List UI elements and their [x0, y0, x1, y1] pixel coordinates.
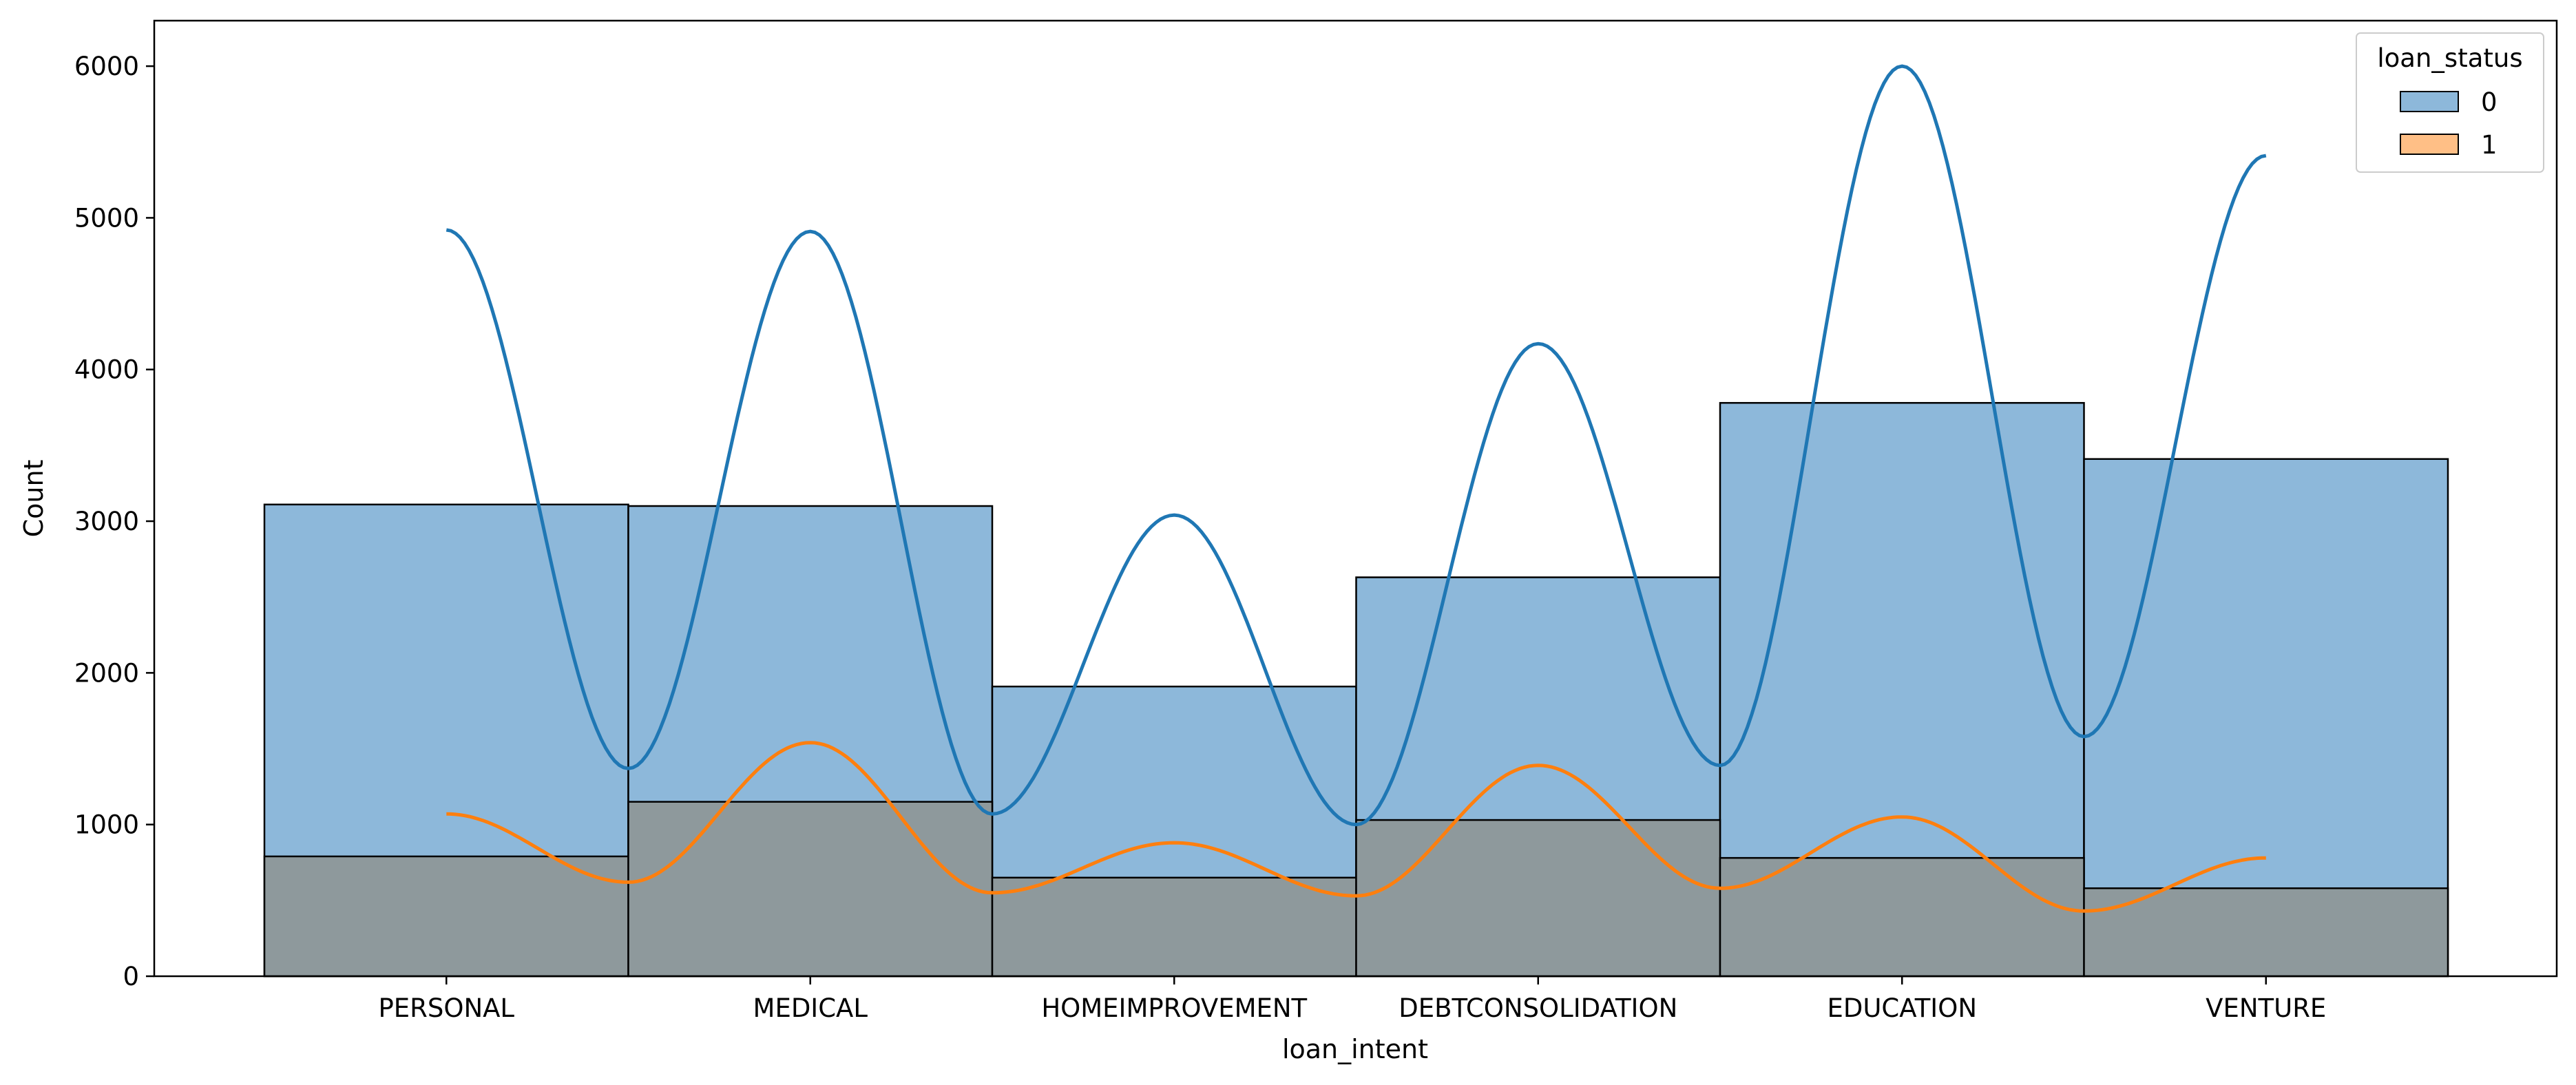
bar-1-education	[1719, 856, 2085, 978]
legend: loan_status 0 1	[2356, 32, 2544, 173]
legend-label-1: 1	[2481, 130, 2498, 160]
legend-label-0: 0	[2481, 87, 2498, 117]
y-tick-label-6000: 6000	[74, 52, 139, 81]
x-axis-label: loan_intent	[1282, 1034, 1428, 1064]
y-axis: 0 1000 2000 3000 4000 5000 6000	[74, 52, 154, 991]
y-tick-label-5000: 5000	[74, 203, 139, 233]
x-axis: PERSONAL MEDICAL HOMEIMPROVEMENT DEBTCONSOL…	[378, 976, 2326, 1023]
x-tick-label-debtconsolidation: DEBTCONSOLIDATION	[1399, 993, 1677, 1023]
plot-frame	[153, 19, 2558, 978]
y-axis-label: Count	[19, 460, 49, 538]
bar-1-homeimprovement	[991, 876, 1357, 978]
y-tick-label-4000: 4000	[74, 355, 139, 385]
bar-1-personal	[263, 855, 629, 978]
x-tick-label-homeimprovement: HOMEIMPROVEMENT	[1041, 993, 1307, 1023]
x-tick-label-venture: VENTURE	[2206, 993, 2326, 1023]
kde-layer	[446, 64, 2267, 913]
y-tick-label-2000: 2000	[74, 658, 139, 688]
kde-line-1	[446, 741, 2266, 913]
x-tick-label-education: EDUCATION	[1827, 993, 1977, 1023]
legend-swatch-0	[2400, 91, 2459, 112]
bar-1-medical	[627, 801, 994, 978]
kde-line-0	[446, 64, 2267, 827]
legend-swatch-1	[2400, 134, 2459, 155]
bars-layer	[263, 401, 2449, 978]
y-tick-label-0: 0	[123, 962, 139, 991]
y-tick-label-1000: 1000	[74, 810, 139, 840]
bar-1-debtconsolidation	[1355, 819, 1721, 978]
x-tick-label-personal: PERSONAL	[378, 993, 514, 1023]
y-tick-label-3000: 3000	[74, 507, 139, 536]
x-tick-label-medical: MEDICAL	[753, 993, 868, 1023]
legend-title: loan_status	[2377, 43, 2522, 73]
